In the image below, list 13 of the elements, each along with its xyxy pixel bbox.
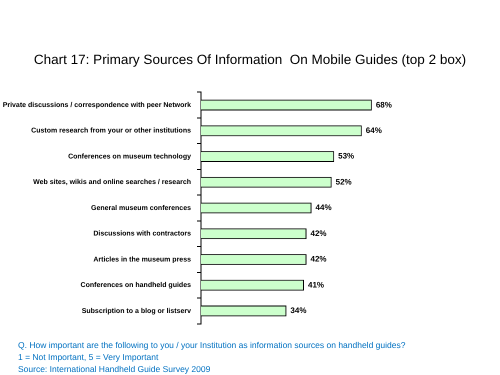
- data-label: 52%: [336, 177, 352, 186]
- source-note: Source: International Handheld Guide Survey 2009: [18, 363, 212, 375]
- text: Q. How important are the following to you / your Institution as information sources on handheld guides?: [18, 339, 406, 351]
- data-label: 64%: [366, 126, 382, 136]
- data-label: 42%: [310, 228, 327, 238]
- data-label: 68%: [376, 100, 392, 110]
- data-label: 44%: [316, 203, 332, 212]
- text: 1 = Not Important, 5 = Very Important: [18, 351, 160, 363]
- data-label: 53%: [338, 152, 354, 161]
- data-label: 42%: [310, 254, 327, 264]
- data-label: 41%: [308, 280, 324, 290]
- data-label: 34%: [290, 306, 306, 316]
- chart-title: Chart 17: Primary Sources Of Information On Mobile Guides (top 2 box): [32, 52, 468, 67]
